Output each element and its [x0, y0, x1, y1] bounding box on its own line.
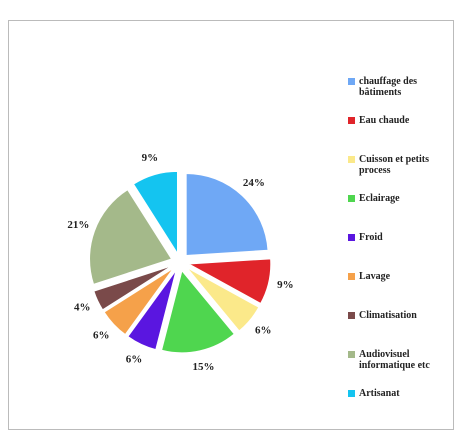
- data-label: 4%: [74, 302, 91, 314]
- legend-swatch: [348, 116, 355, 124]
- data-label: 6%: [255, 324, 272, 336]
- legend-item: Lavage: [348, 271, 458, 282]
- legend-swatch: [348, 350, 355, 358]
- pie-slice: [187, 258, 272, 305]
- legend-item: Climatisation: [348, 310, 458, 321]
- legend-swatch: [348, 233, 355, 241]
- legend-item: Artisanat: [348, 388, 458, 399]
- legend-label: Eclairage: [359, 192, 400, 204]
- pie-slice: [127, 269, 177, 351]
- data-label: 9%: [142, 152, 159, 164]
- legend-swatch: [348, 194, 355, 202]
- legend-label: Cuisson et petits process: [359, 153, 430, 176]
- legend-label: Artisanat: [359, 387, 400, 399]
- legend-swatch: [348, 272, 355, 280]
- data-label: 24%: [243, 177, 265, 189]
- legend-label: Audiovisuel informatique etc: [359, 348, 430, 371]
- data-label: 15%: [193, 361, 215, 373]
- chart-frame: [8, 20, 454, 430]
- legend-swatch: [348, 389, 355, 397]
- legend-item: Cuisson et petits process: [348, 154, 458, 176]
- legend-item: Eau chaude: [348, 115, 458, 126]
- legend-label: Eau chaude: [359, 114, 410, 126]
- legend-label: chauffage des bâtiments: [359, 76, 418, 98]
- data-label: 6%: [93, 329, 110, 341]
- legend-swatch: [348, 78, 355, 85]
- data-label: 21%: [67, 219, 89, 231]
- pie-slice: [160, 269, 235, 354]
- legend-item: Eclairage: [348, 193, 458, 204]
- legend-swatch: [348, 311, 355, 319]
- legend-item: Froid: [348, 232, 458, 243]
- pie-slice: [186, 267, 260, 332]
- pie-slice: [132, 170, 178, 256]
- legend-item: chauffage des bâtiments: [348, 76, 458, 98]
- pie-slice: [93, 265, 173, 311]
- legend-label: Lavage: [359, 270, 391, 282]
- legend-label: Froid: [359, 231, 383, 243]
- pie-slice: [103, 267, 174, 336]
- pie-slice: [185, 172, 269, 256]
- data-label: 6%: [126, 353, 143, 365]
- pie-slice: [89, 189, 173, 285]
- legend-label: Climatisation: [359, 309, 417, 321]
- legend-item: Audiovisuel informatique etc: [348, 349, 458, 371]
- data-label: 9%: [277, 279, 294, 291]
- legend-swatch: [348, 155, 355, 163]
